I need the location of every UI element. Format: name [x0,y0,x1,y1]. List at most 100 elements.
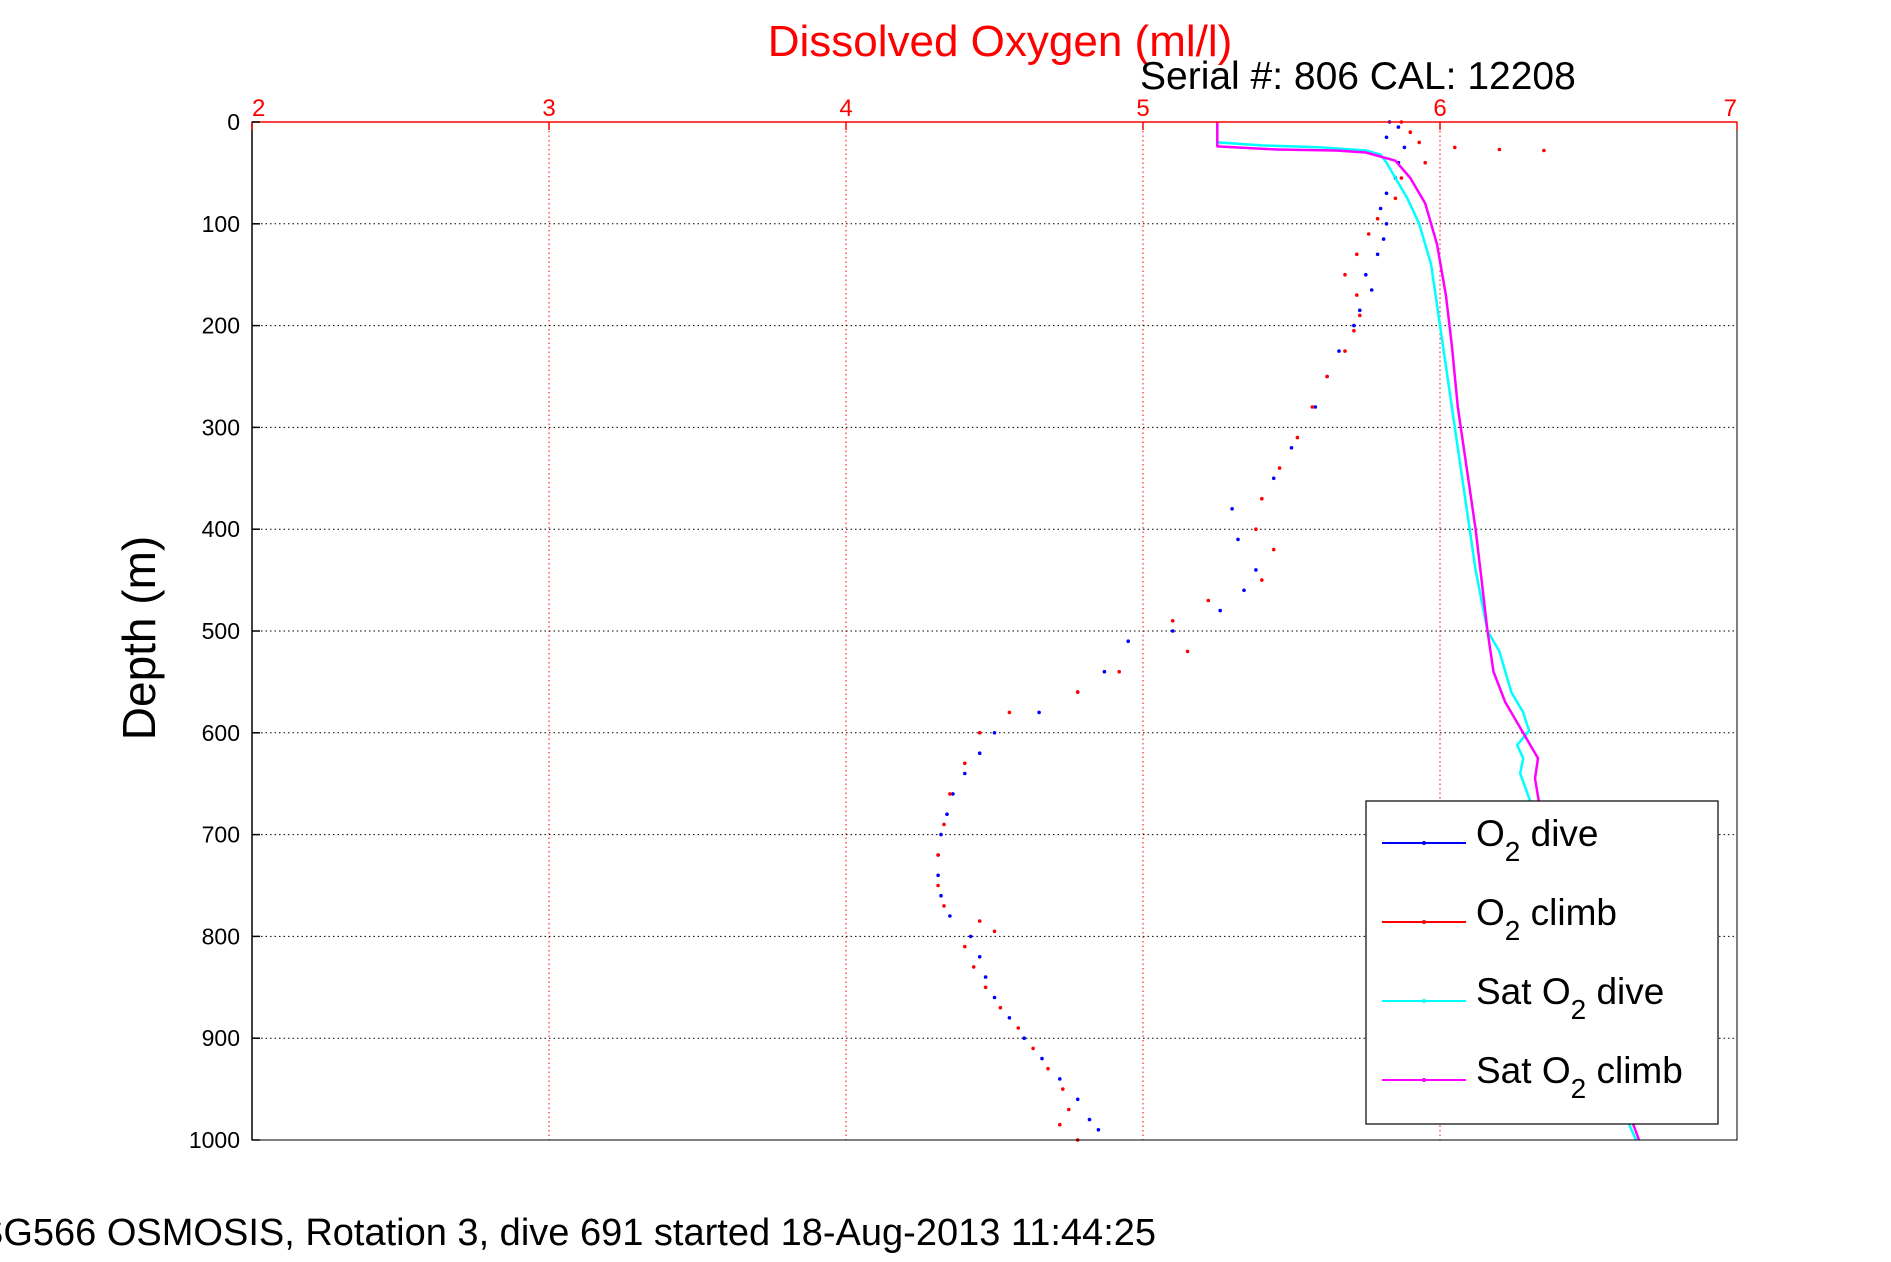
data-point-o2_climb [963,944,967,949]
data-point-o2_climb [948,792,952,796]
data-point-o2_climb [983,985,988,990]
legend-swatch-marker [1422,999,1426,1003]
data-point-o2_dive [936,873,940,878]
legend-box [1365,800,1719,1125]
data-point-o2_dive [1384,191,1389,196]
data-point-o2_climb [1295,435,1300,440]
data-point-o2_dive [1236,537,1240,542]
data-point-o2_climb [1423,160,1427,165]
data-point-o2_climb [1067,1107,1071,1112]
data-point-o2_dive [948,914,952,918]
legend-label: Sat O2 climb [1476,1050,1683,1104]
data-point-o2_climb [1497,147,1502,152]
series-line-sat_dive [1216,122,1638,1141]
data-point-o2_dive [1402,145,1407,150]
data-point-o2_dive [1364,272,1368,277]
data-point-o2_dive [939,832,943,837]
legend-item: Sat O2 dive [1382,971,1664,1025]
y-tick-label: 600 [202,720,240,746]
data-point-o2_climb [1075,690,1080,694]
data-point-o2_dive [1102,669,1107,674]
legend-item: O2 dive [1382,813,1599,867]
data-point-o2_climb [971,965,976,969]
data-point-o2_climb [1206,598,1211,603]
x-tick-label: 5 [1136,95,1149,122]
data-point-o2_climb [1343,349,1347,353]
data-point-o2_climb [963,761,967,766]
data-point-o2_dive [1396,125,1401,129]
data-point-o2_dive [1271,476,1276,481]
data-point-o2_climb [1260,578,1264,582]
y-tick-label: 400 [202,516,240,542]
y-tick-label: 300 [202,414,240,440]
data-point-o2_dive [1337,349,1341,353]
data-point-o2_climb [1325,374,1329,379]
data-point-o2_climb [1031,1046,1035,1051]
data-point-o2_dive [992,731,997,735]
data-point-o2_climb [1007,710,1012,715]
data-point-o2_dive [1007,1016,1012,1020]
data-point-o2_climb [1453,145,1457,150]
legend-swatch-marker [1422,920,1426,924]
data-point-o2_dive [992,995,997,1000]
data-point-o2_dive [1313,405,1318,409]
data-point-o2_climb [1542,148,1546,153]
legend: O2 dive O2 climb Sat O2 dive Sat O2 climb [1365,800,1719,1125]
data-point-o2_climb [942,822,946,827]
legend-item: Sat O2 climb [1382,1050,1683,1104]
data-point-o2_dive [1087,1117,1092,1122]
data-point-o2_climb [936,853,940,857]
data-point-o2_dive [983,975,988,979]
data-point-o2_dive [1075,1097,1080,1102]
data-point-o2_climb [1352,328,1356,333]
data-point-o2_climb [1393,196,1398,201]
y-axis-ticks: 0 100 200 300 400 500 600 700 800 900 1000 [189,109,260,1153]
data-point-o2_climb [1343,272,1347,277]
data-point-o2_dive [1378,206,1383,211]
x-tick-label: 6 [1433,95,1446,122]
x-axis-ticks: 2 3 4 5 6 7 [251,95,1738,130]
data-point-o2_dive [1384,135,1389,140]
legend-swatch-marker [1422,1078,1426,1082]
y-tick-label: 100 [202,211,240,237]
x-tick-label: 7 [1724,95,1737,122]
data-point-o2_dive [1230,507,1234,511]
data-point-o2_climb [1399,176,1404,180]
data-point-o2_climb [998,1005,1003,1010]
data-point-o2_climb [1375,216,1380,221]
data-point-o2_dive [1022,1036,1026,1040]
data-point-o2_dive [1352,323,1356,328]
data-point-o2_dive [1126,639,1130,643]
y-tick-label: 0 [227,109,240,135]
data-point-o2_climb [1358,313,1362,318]
data-point-o2_climb [1185,649,1190,654]
data-point-o2_climb [1170,619,1175,623]
legend-label: Sat O2 dive [1476,971,1664,1025]
legend-item: O2 climb [1382,892,1617,946]
data-point-o2_climb [1016,1026,1021,1030]
data-point-o2_dive [1242,588,1246,593]
data-point-o2_climb [1310,405,1315,409]
x-tick-label: 3 [542,95,555,122]
data-point-o2_climb [977,919,982,923]
data-point-o2_climb [1061,1087,1065,1091]
data-point-o2_dive [1384,222,1389,226]
data-point-o2_climb [1260,496,1264,501]
legend-swatch-marker [1422,841,1426,845]
data-point-o2_climb [1408,130,1413,134]
data-point-o2_climb [1254,527,1258,531]
data-point-o2_climb [942,904,946,908]
data-point-o2_dive [1358,308,1362,313]
legend-label: O2 dive [1476,813,1599,867]
data-point-o2_dive [1381,237,1386,241]
data-point-o2_climb [977,731,982,735]
y-tick-label: 200 [202,313,240,339]
y-tick-label: 700 [202,822,240,848]
data-point-o2_climb [936,883,940,888]
data-point-o2_climb [1277,466,1282,470]
x-tick-label: 2 [252,95,265,122]
data-point-o2_dive [1040,1056,1044,1061]
y-tick-label: 1000 [189,1127,240,1153]
x-tick-label: 4 [839,95,852,122]
